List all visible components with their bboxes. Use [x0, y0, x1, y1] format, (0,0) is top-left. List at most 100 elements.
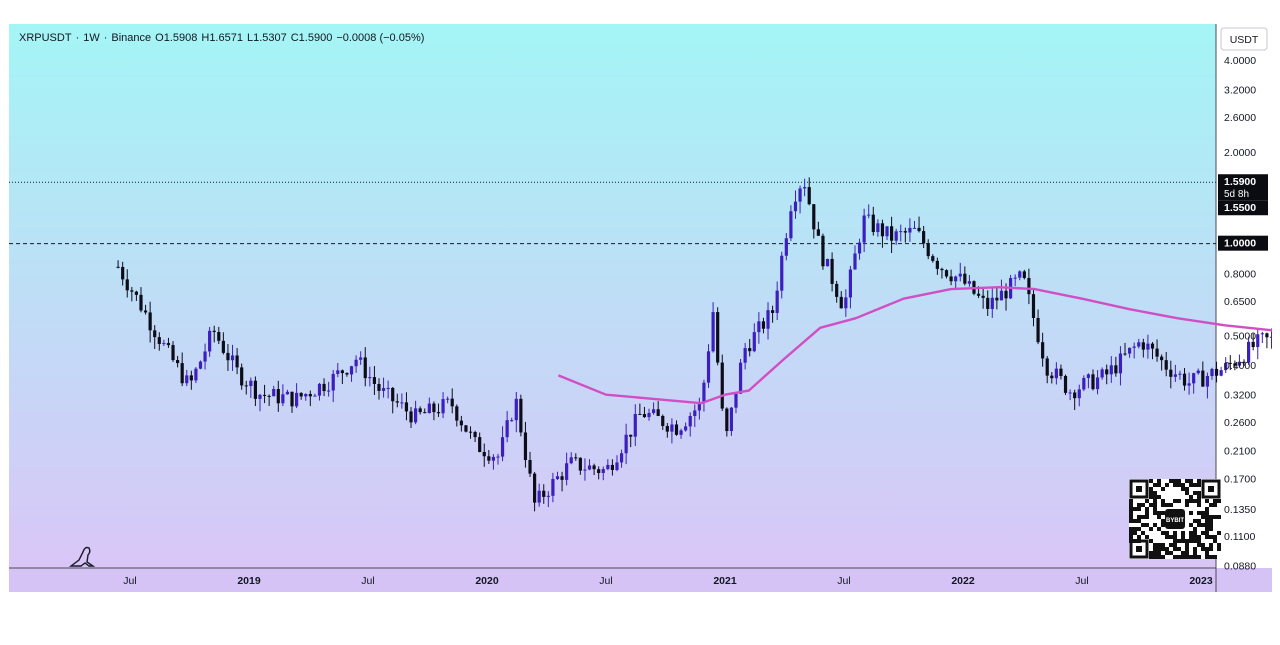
- symbol-header: XRPUSDT · 1W · Binance O1.5908 H1.6571 L1.5307 C…: [19, 32, 428, 44]
- candle-body: [729, 407, 734, 432]
- candle-body: [1173, 374, 1177, 377]
- candle-body: [1054, 368, 1058, 379]
- candle-body: [812, 204, 816, 230]
- candle-body: [958, 273, 962, 277]
- qr-module: [1193, 499, 1197, 503]
- candle-body: [230, 355, 235, 361]
- candle-body: [1109, 365, 1113, 375]
- candle-body: [157, 337, 161, 344]
- candle-body: [153, 330, 157, 338]
- qr-module: [1165, 547, 1169, 551]
- candle-body: [194, 368, 198, 381]
- level-badge: [1218, 235, 1268, 251]
- candle-body: [912, 227, 917, 229]
- qr-module: [1165, 551, 1169, 555]
- candle-body: [789, 211, 793, 239]
- qr-module: [1153, 543, 1157, 547]
- qr-module: [1181, 555, 1185, 559]
- x-tick-label: 2019: [237, 575, 261, 587]
- qr-module: [1141, 515, 1145, 519]
- candle-body: [986, 297, 990, 309]
- candle-body: [203, 351, 207, 362]
- qr-module: [1157, 547, 1161, 551]
- time-axis-background: [9, 568, 1272, 592]
- qr-module: [1217, 531, 1221, 535]
- qr-module: [1197, 495, 1201, 499]
- candle-body: [441, 399, 445, 414]
- qr-module: [1197, 543, 1201, 547]
- qr-module: [1205, 519, 1209, 523]
- qr-module: [1205, 547, 1209, 551]
- candle-body: [1251, 341, 1255, 348]
- qr-module: [1189, 495, 1193, 499]
- candle-body: [308, 394, 312, 397]
- candle-body: [894, 231, 898, 241]
- qr-module: [1185, 555, 1189, 559]
- candle-body: [1041, 342, 1045, 359]
- qr-module: [1185, 539, 1189, 543]
- qr-module: [1157, 479, 1161, 483]
- candle-body: [537, 490, 541, 503]
- change-value: −0.0008 (−0.05%): [336, 32, 425, 44]
- chart-svg[interactable]: 4.00003.20002.60002.00001.60001.30001.00…: [9, 24, 1272, 592]
- candle-body: [752, 332, 756, 352]
- qr-module: [1205, 535, 1209, 539]
- candle-body: [1192, 373, 1196, 384]
- candle-body: [981, 295, 985, 298]
- qr-module: [1205, 523, 1209, 527]
- last-price-label: 1.5900: [1224, 176, 1256, 188]
- y-tick-label: 0.1100: [1224, 531, 1255, 543]
- candle-body: [555, 476, 560, 480]
- candle-body: [899, 231, 903, 233]
- candle-body: [473, 431, 477, 438]
- qr-module: [1169, 479, 1173, 483]
- qr-module: [1193, 527, 1197, 531]
- last-price-badge: [1218, 174, 1268, 201]
- candle-body: [587, 465, 592, 470]
- candle-body: [500, 437, 505, 457]
- qr-module: [1173, 499, 1177, 503]
- candle-body: [780, 255, 784, 291]
- qr-module: [1209, 503, 1213, 507]
- candle-body: [304, 394, 308, 397]
- candle-body: [1141, 342, 1145, 350]
- symbol-label: XRPUSDT: [19, 32, 72, 44]
- qr-module: [1189, 555, 1193, 559]
- qr-module: [1205, 499, 1209, 503]
- y-tick-label: 0.4000: [1224, 360, 1256, 372]
- qr-module: [1157, 543, 1161, 547]
- qr-module: [1169, 543, 1173, 547]
- qr-module: [1153, 495, 1157, 499]
- candle-body: [162, 343, 166, 345]
- candle-body: [1182, 373, 1187, 386]
- candle-body: [652, 409, 656, 414]
- qr-module: [1157, 483, 1161, 487]
- candle-body: [963, 273, 967, 284]
- qr-module: [1157, 495, 1161, 499]
- plot-background: [9, 24, 1216, 568]
- qr-module: [1197, 479, 1201, 483]
- candle-body: [949, 276, 953, 282]
- candle-body: [816, 229, 820, 236]
- candle-body: [670, 424, 674, 432]
- candle-body: [482, 451, 486, 457]
- qr-module: [1173, 547, 1177, 551]
- candle-body: [1073, 392, 1077, 399]
- candle-body: [249, 380, 253, 387]
- qr-module: [1157, 551, 1161, 555]
- interval-label: 1W: [83, 32, 100, 44]
- candle-body: [514, 398, 518, 421]
- candle-body: [519, 398, 523, 433]
- candle-body: [1137, 342, 1141, 347]
- candle-body: [619, 453, 624, 463]
- candle-body: [272, 389, 276, 397]
- qr-module: [1157, 515, 1161, 519]
- qr-module: [1141, 523, 1145, 527]
- currency-badge[interactable]: [1220, 27, 1268, 51]
- moving-average-line: [557, 286, 1272, 405]
- y-tick-label: 0.8000: [1224, 268, 1256, 280]
- candle-body: [917, 227, 921, 232]
- qr-module: [1173, 539, 1177, 543]
- candle-body: [702, 382, 706, 402]
- candle-body: [967, 281, 972, 284]
